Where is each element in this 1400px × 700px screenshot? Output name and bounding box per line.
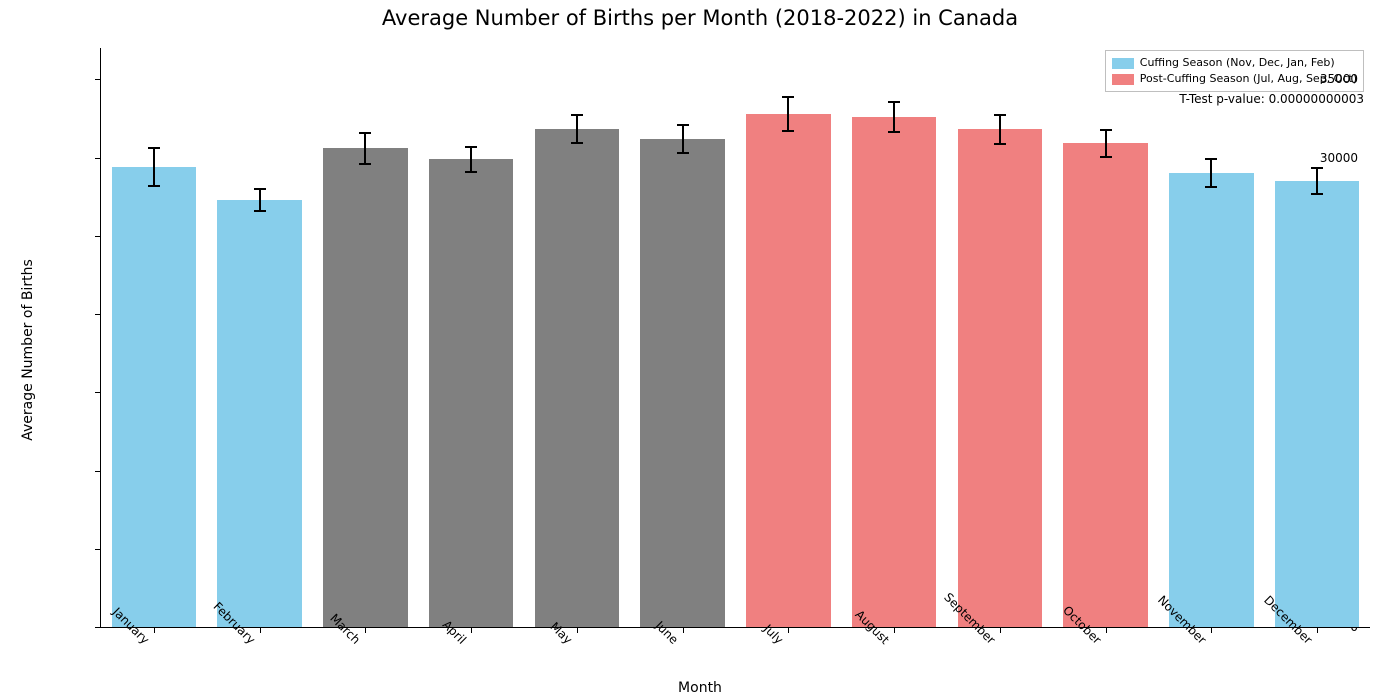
error-cap bbox=[1205, 186, 1217, 188]
chart-container: Average Number of Births per Month (2018… bbox=[0, 0, 1400, 700]
legend-swatch bbox=[1112, 58, 1134, 69]
xtick-mark bbox=[154, 627, 155, 633]
error-cap bbox=[1311, 167, 1323, 169]
bar bbox=[429, 159, 514, 627]
xtick-mark bbox=[471, 627, 472, 633]
legend-item: Cuffing Season (Nov, Dec, Jan, Feb) bbox=[1112, 55, 1357, 71]
bar bbox=[1063, 143, 1148, 627]
error-cap bbox=[465, 146, 477, 148]
error-cap bbox=[782, 130, 794, 132]
ytick-mark bbox=[95, 158, 101, 159]
error-cap bbox=[677, 124, 689, 126]
bar bbox=[746, 114, 831, 627]
error-cap bbox=[888, 101, 900, 103]
xtick-mark bbox=[1317, 627, 1318, 633]
legend-swatch bbox=[1112, 74, 1134, 85]
ytick-mark bbox=[95, 471, 101, 472]
pvalue-annotation: T-Test p-value: 0.00000000003 bbox=[1179, 92, 1364, 106]
error-cap bbox=[1100, 156, 1112, 158]
xtick-mark bbox=[260, 627, 261, 633]
xtick-mark bbox=[1000, 627, 1001, 633]
xtick-mark bbox=[1211, 627, 1212, 633]
error-cap bbox=[677, 152, 689, 154]
ytick-mark bbox=[95, 549, 101, 550]
y-axis-label: Average Number of Births bbox=[20, 259, 36, 440]
plot-area: Cuffing Season (Nov, Dec, Jan, Feb) Post… bbox=[100, 48, 1370, 628]
error-bar bbox=[893, 102, 895, 132]
bar bbox=[1275, 181, 1360, 627]
error-bar bbox=[1105, 130, 1107, 157]
error-cap bbox=[359, 163, 371, 165]
error-bar bbox=[259, 189, 261, 211]
error-bar bbox=[999, 115, 1001, 145]
bar bbox=[112, 167, 197, 627]
error-cap bbox=[888, 131, 900, 133]
x-axis-label: Month bbox=[0, 680, 1400, 696]
ytick-label: 30000 bbox=[1320, 151, 1358, 165]
error-cap bbox=[254, 210, 266, 212]
ytick-label: 35000 bbox=[1320, 72, 1358, 86]
error-cap bbox=[148, 185, 160, 187]
ytick-mark bbox=[95, 392, 101, 393]
error-cap bbox=[994, 114, 1006, 116]
bar bbox=[1169, 173, 1254, 627]
error-cap bbox=[359, 132, 371, 134]
xtick-mark bbox=[894, 627, 895, 633]
bar bbox=[640, 139, 725, 627]
error-cap bbox=[148, 147, 160, 149]
error-bar bbox=[787, 97, 789, 131]
error-cap bbox=[1205, 158, 1217, 160]
error-bar bbox=[1316, 168, 1318, 193]
error-bar bbox=[1210, 159, 1212, 187]
bar bbox=[958, 129, 1043, 627]
error-bar bbox=[470, 147, 472, 172]
error-bar bbox=[364, 133, 366, 164]
error-bar bbox=[576, 115, 578, 143]
ytick-mark bbox=[95, 627, 101, 628]
xtick-mark bbox=[683, 627, 684, 633]
error-cap bbox=[1100, 129, 1112, 131]
chart-title: Average Number of Births per Month (2018… bbox=[0, 6, 1400, 30]
bar bbox=[535, 129, 620, 627]
error-cap bbox=[571, 142, 583, 144]
legend-label: Cuffing Season (Nov, Dec, Jan, Feb) bbox=[1140, 55, 1335, 71]
error-cap bbox=[254, 188, 266, 190]
bar bbox=[852, 117, 937, 627]
error-cap bbox=[1311, 193, 1323, 195]
error-bar bbox=[682, 125, 684, 153]
error-bar bbox=[153, 148, 155, 186]
error-cap bbox=[465, 171, 477, 173]
xtick-mark bbox=[365, 627, 366, 633]
ytick-mark bbox=[95, 314, 101, 315]
xtick-mark bbox=[1106, 627, 1107, 633]
error-cap bbox=[571, 114, 583, 116]
bar bbox=[217, 200, 302, 627]
bar bbox=[323, 148, 408, 627]
xtick-mark bbox=[788, 627, 789, 633]
ytick-mark bbox=[95, 236, 101, 237]
error-cap bbox=[994, 143, 1006, 145]
xtick-mark bbox=[577, 627, 578, 633]
error-cap bbox=[782, 96, 794, 98]
ytick-mark bbox=[95, 79, 101, 80]
